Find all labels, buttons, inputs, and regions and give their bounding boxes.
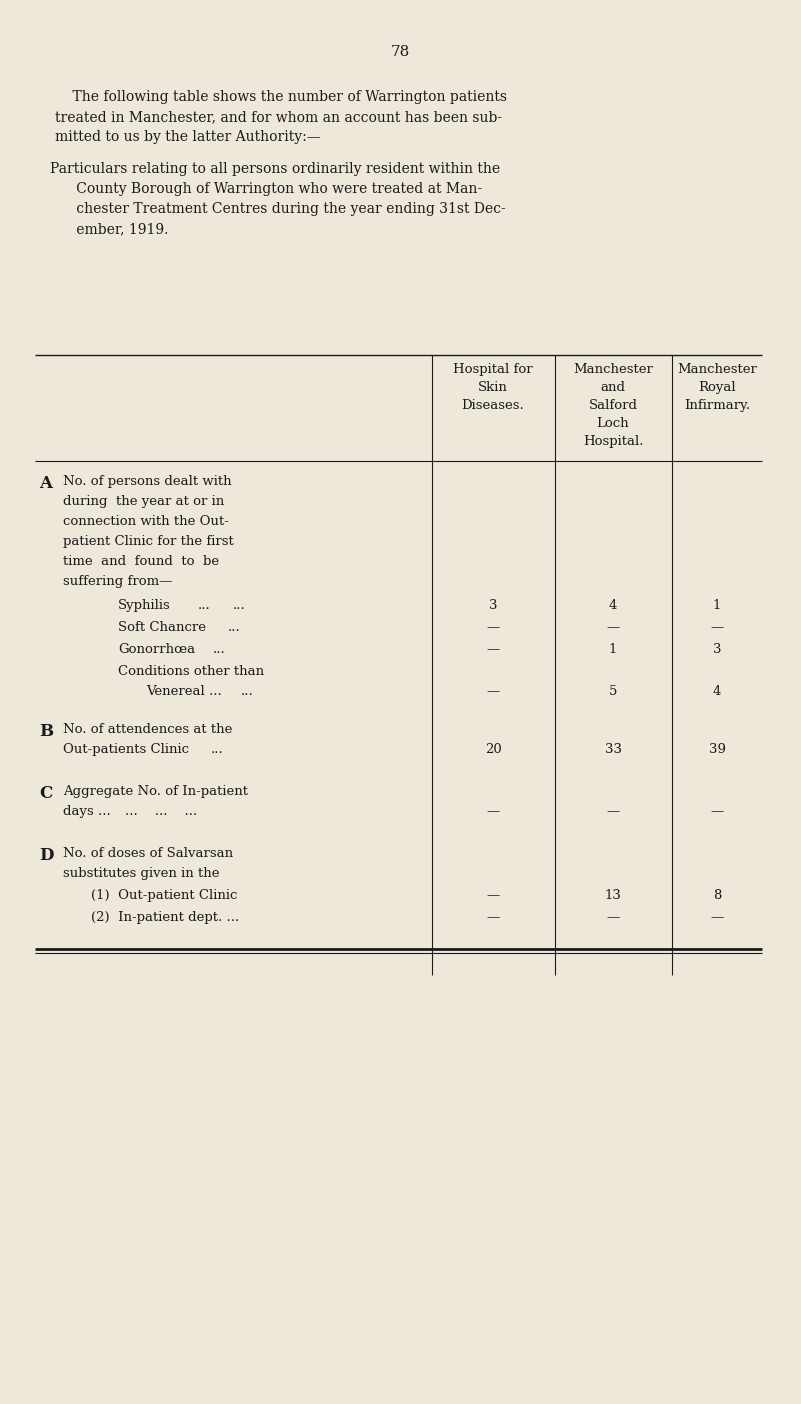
Text: No. of persons dealt with: No. of persons dealt with: [63, 475, 231, 489]
Text: ...    ...    ...: ... ... ...: [125, 804, 197, 819]
Text: 4: 4: [713, 685, 721, 698]
Text: Royal: Royal: [698, 380, 736, 395]
Text: —: —: [486, 685, 500, 698]
Text: ...: ...: [233, 600, 246, 612]
Text: 5: 5: [609, 685, 618, 698]
Text: patient Clinic for the first: patient Clinic for the first: [63, 535, 234, 548]
Text: time  and  found  to  be: time and found to be: [63, 555, 219, 569]
Text: 13: 13: [605, 889, 622, 901]
Text: days ...: days ...: [63, 804, 111, 819]
Text: —: —: [486, 643, 500, 656]
Text: Conditions other than: Conditions other than: [118, 665, 264, 678]
Text: Infirmary.: Infirmary.: [684, 399, 750, 411]
Text: Diseases.: Diseases.: [461, 399, 525, 411]
Text: ...: ...: [213, 643, 226, 656]
Text: Hospital for: Hospital for: [453, 364, 533, 376]
Text: —: —: [606, 621, 620, 635]
Text: 1: 1: [609, 643, 618, 656]
Text: Manchester: Manchester: [677, 364, 757, 376]
Text: C: C: [39, 785, 52, 802]
Text: suffering from—: suffering from—: [63, 576, 172, 588]
Text: Salford: Salford: [589, 399, 638, 411]
Text: mitted to us by the latter Authority:—: mitted to us by the latter Authority:—: [55, 131, 320, 145]
Text: ...: ...: [211, 743, 223, 755]
Text: Manchester: Manchester: [573, 364, 653, 376]
Text: D: D: [39, 847, 54, 863]
Text: Syphilis: Syphilis: [118, 600, 171, 612]
Text: 33: 33: [605, 743, 622, 755]
Text: ...: ...: [198, 600, 211, 612]
Text: during  the year at or in: during the year at or in: [63, 496, 224, 508]
Text: 3: 3: [489, 600, 497, 612]
Text: 39: 39: [709, 743, 726, 755]
Text: —: —: [710, 621, 723, 635]
Text: 4: 4: [609, 600, 618, 612]
Text: (1)  Out-patient Clinic: (1) Out-patient Clinic: [91, 889, 237, 901]
Text: —: —: [486, 889, 500, 901]
Text: ...: ...: [241, 685, 254, 698]
Text: No. of doses of Salvarsan: No. of doses of Salvarsan: [63, 847, 233, 861]
Text: chester Treatment Centres during the year ending 31st Dec-: chester Treatment Centres during the yea…: [50, 202, 505, 216]
Text: B: B: [39, 723, 53, 740]
Text: Loch: Loch: [597, 417, 630, 430]
Text: —: —: [606, 911, 620, 924]
Text: (2)  In-patient dept. ...: (2) In-patient dept. ...: [91, 911, 239, 924]
Text: substitutes given in the: substitutes given in the: [63, 868, 219, 880]
Text: 78: 78: [390, 45, 409, 59]
Text: Gonorrhœa: Gonorrhœa: [118, 643, 195, 656]
Text: A: A: [39, 475, 52, 491]
Text: —: —: [710, 804, 723, 819]
Text: ember, 1919.: ember, 1919.: [50, 222, 168, 236]
Text: 20: 20: [485, 743, 501, 755]
Text: County Borough of Warrington who were treated at Man-: County Borough of Warrington who were tr…: [50, 183, 482, 197]
Text: Soft Chancre: Soft Chancre: [118, 621, 206, 635]
Text: connection with the Out-: connection with the Out-: [63, 515, 229, 528]
Text: —: —: [486, 804, 500, 819]
Text: —: —: [710, 911, 723, 924]
Text: —: —: [486, 911, 500, 924]
Text: Skin: Skin: [478, 380, 508, 395]
Text: Hospital.: Hospital.: [583, 435, 643, 448]
Text: —: —: [486, 621, 500, 635]
Text: ...: ...: [228, 621, 241, 635]
Text: and: and: [601, 380, 626, 395]
Text: Aggregate No. of In-patient: Aggregate No. of In-patient: [63, 785, 248, 797]
Text: —: —: [606, 804, 620, 819]
Text: 3: 3: [713, 643, 721, 656]
Text: 1: 1: [713, 600, 721, 612]
Text: No. of attendences at the: No. of attendences at the: [63, 723, 232, 736]
Text: 8: 8: [713, 889, 721, 901]
Text: Particulars relating to all persons ordinarily resident within the: Particulars relating to all persons ordi…: [50, 161, 500, 176]
Text: The following table shows the number of Warrington patients: The following table shows the number of …: [55, 90, 507, 104]
Text: Venereal ...: Venereal ...: [146, 685, 222, 698]
Text: Out-patients Clinic: Out-patients Clinic: [63, 743, 189, 755]
Text: treated in Manchester, and for whom an account has been sub-: treated in Manchester, and for whom an a…: [55, 110, 502, 124]
